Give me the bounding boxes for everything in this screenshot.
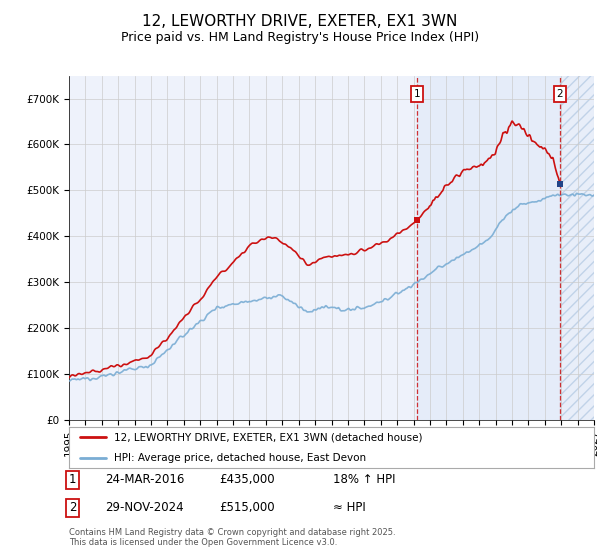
Bar [560,76,594,420]
Text: HPI: Average price, detached house, East Devon: HPI: Average price, detached house, East… [113,452,366,463]
Text: Price paid vs. HM Land Registry's House Price Index (HPI): Price paid vs. HM Land Registry's House … [121,31,479,44]
Text: Contains HM Land Registry data © Crown copyright and database right 2025.
This d: Contains HM Land Registry data © Crown c… [69,528,395,547]
Text: £435,000: £435,000 [219,473,275,486]
Bar [418,76,560,420]
Text: 24-MAR-2016: 24-MAR-2016 [105,473,184,486]
Text: 2: 2 [69,501,77,514]
Text: 29-NOV-2024: 29-NOV-2024 [105,501,184,514]
Text: 18% ↑ HPI: 18% ↑ HPI [333,473,395,486]
Text: £515,000: £515,000 [219,501,275,514]
Bar [560,76,594,420]
Text: 1: 1 [414,89,421,99]
Text: 1: 1 [69,473,77,486]
Text: 12, LEWORTHY DRIVE, EXETER, EX1 3WN (detached house): 12, LEWORTHY DRIVE, EXETER, EX1 3WN (det… [113,432,422,442]
Text: 12, LEWORTHY DRIVE, EXETER, EX1 3WN: 12, LEWORTHY DRIVE, EXETER, EX1 3WN [142,14,458,29]
Text: ≈ HPI: ≈ HPI [333,501,366,514]
Text: 2: 2 [557,89,563,99]
